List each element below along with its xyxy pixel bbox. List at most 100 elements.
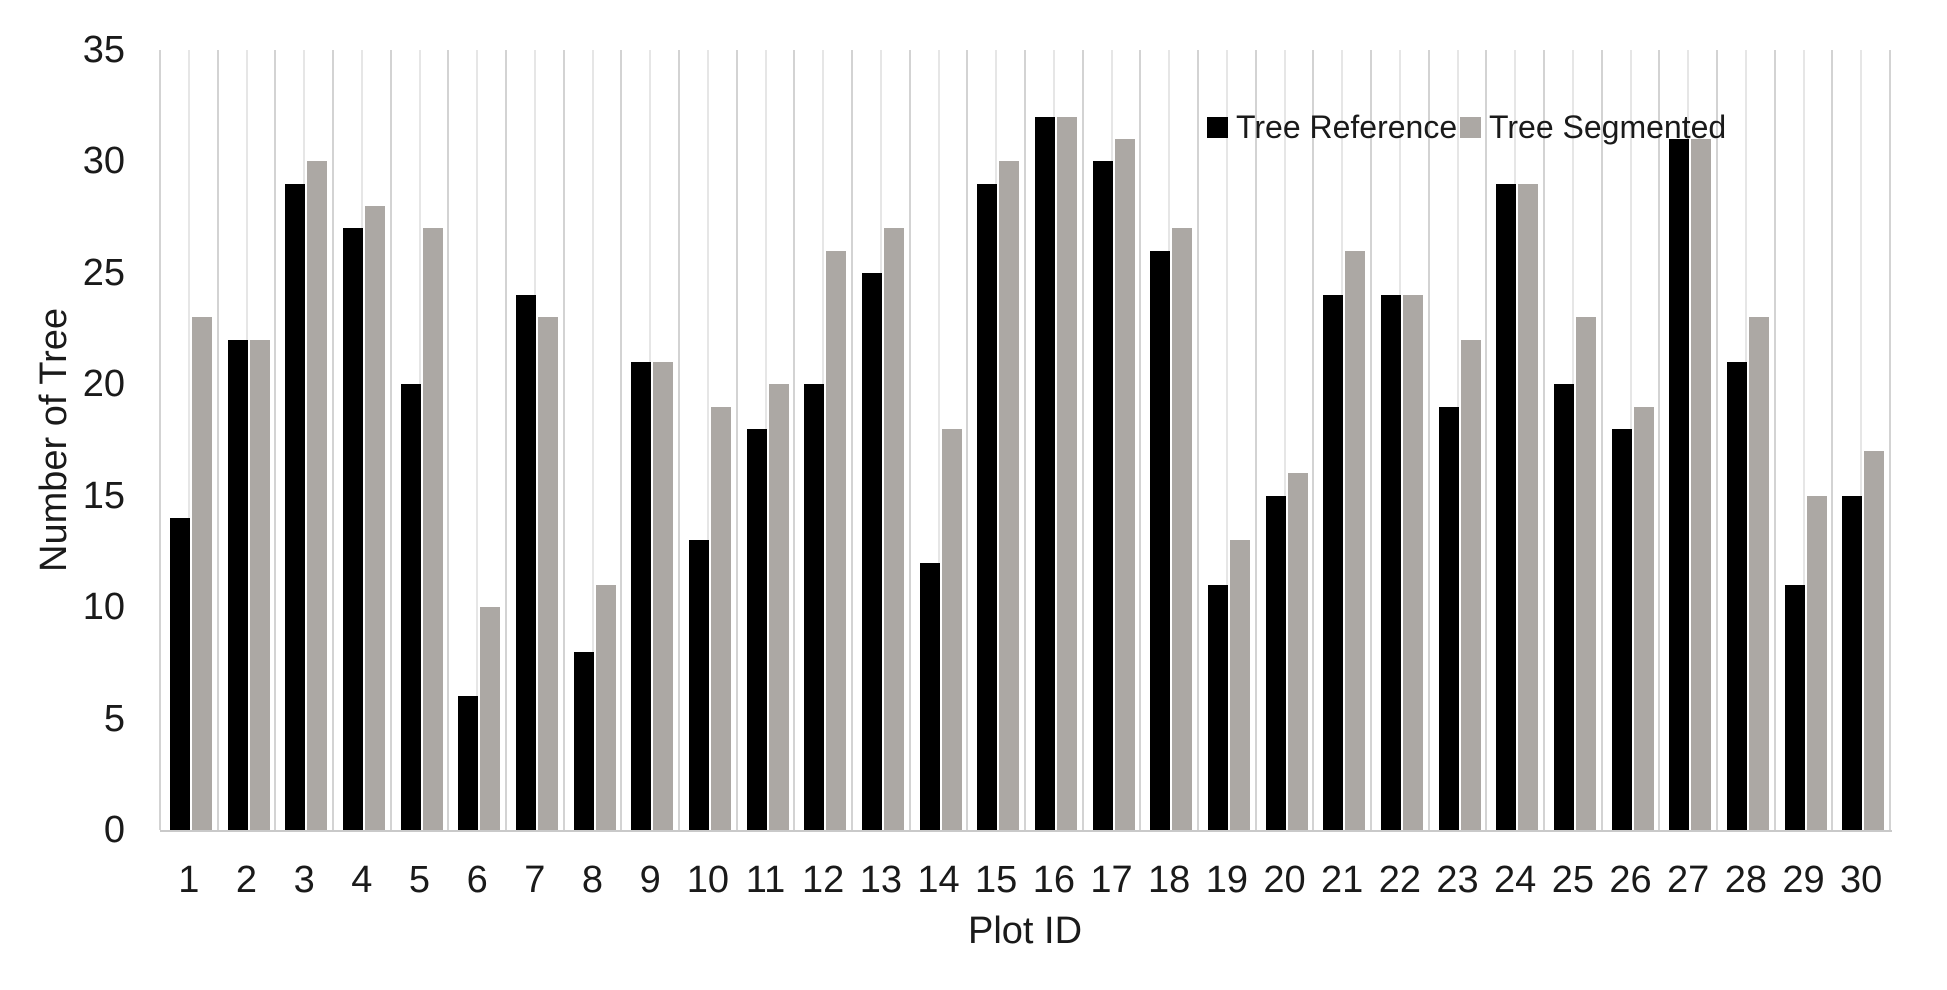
- gridline: [1370, 50, 1372, 830]
- x-tick-label-1: 1: [178, 859, 200, 901]
- bar-tree-segmented-plot-14: [941, 428, 962, 830]
- gridline: [505, 50, 507, 830]
- gridline: [591, 50, 594, 830]
- bar-tree-segmented-plot-30: [1864, 451, 1885, 830]
- bar-tree-reference-plot-1: [170, 518, 190, 830]
- gridline: [216, 50, 219, 830]
- x-tick-label-29: 29: [1782, 859, 1825, 901]
- gridline: [1773, 50, 1776, 830]
- bar-tree-reference-plot-12: [804, 384, 825, 830]
- x-tick-label-21: 21: [1321, 859, 1364, 901]
- bar-tree-reference-plot-5: [400, 384, 421, 830]
- gridline: [678, 50, 680, 830]
- x-tick-label-12: 12: [802, 859, 845, 901]
- bar-tree-reference-plot-29: [1784, 584, 1805, 830]
- x-tick-label-22: 22: [1378, 859, 1421, 901]
- bar-tree-segmented-plot-10: [711, 406, 731, 830]
- bar-tree-segmented-plot-4: [365, 206, 385, 830]
- gridline: [735, 50, 738, 830]
- bar-tree-segmented-plot-17: [1114, 139, 1135, 830]
- x-tick-label-25: 25: [1551, 859, 1594, 901]
- bar-tree-segmented-plot-21: [1345, 250, 1366, 830]
- y-tick-label-20: 20: [82, 363, 125, 406]
- bar-tree-segmented-plot-23: [1460, 339, 1481, 830]
- x-tick-label-23: 23: [1436, 859, 1479, 901]
- bar-tree-segmented-plot-22: [1403, 295, 1423, 830]
- bar-tree-reference-plot-11: [746, 428, 767, 830]
- gridline: [1802, 50, 1805, 830]
- gridline: [1543, 50, 1545, 830]
- y-tick-label-25: 25: [82, 251, 125, 294]
- gridline: [476, 50, 479, 830]
- gridline: [187, 50, 190, 830]
- plot-area: Tree Reference Tree Segmented: [159, 50, 1891, 830]
- gridline: [620, 50, 623, 830]
- gridline: [908, 50, 911, 830]
- gridline: [706, 50, 709, 830]
- bar-tree-segmented-plot-29: [1806, 495, 1827, 830]
- bar-tree-segmented-plot-12: [826, 250, 847, 830]
- legend-label: Tree Segmented: [1489, 109, 1727, 145]
- x-tick-label-5: 5: [408, 859, 431, 901]
- bar-tree-segmented-plot-5: [422, 228, 443, 830]
- bar-tree-reference-plot-9: [631, 362, 652, 830]
- legend-item-tree-reference: Tree Reference: [1207, 105, 1457, 149]
- gridline: [1081, 50, 1084, 830]
- x-tick-label-26: 26: [1609, 859, 1652, 901]
- gridline: [1831, 50, 1834, 830]
- gridline: [1485, 50, 1488, 830]
- gridline: [1024, 50, 1026, 830]
- gridline: [966, 50, 969, 830]
- gridline: [274, 50, 277, 830]
- bar-tree-reference-plot-22: [1381, 295, 1401, 830]
- y-tick-label-10: 10: [82, 586, 125, 629]
- bar-tree-segmented-plot-24: [1518, 183, 1539, 830]
- bar-tree-segmented-plot-15: [999, 161, 1020, 830]
- bar-tree-reference-plot-8: [573, 651, 594, 830]
- x-tick-label-28: 28: [1724, 859, 1767, 901]
- bar-tree-reference-plot-26: [1611, 428, 1632, 830]
- legend-label: Tree Reference: [1236, 109, 1458, 145]
- bar-tree-reference-plot-13: [862, 272, 882, 830]
- gridline: [159, 50, 161, 830]
- gridline: [1427, 50, 1430, 830]
- y-tick-label-15: 15: [82, 474, 125, 517]
- bar-tree-reference-plot-2: [227, 339, 248, 830]
- x-tick-label-13: 13: [859, 859, 902, 901]
- bar-tree-reference-plot-17: [1092, 161, 1113, 830]
- x-tick-label-7: 7: [524, 859, 546, 901]
- gridline: [389, 50, 392, 830]
- y-tick-label-0: 0: [103, 809, 125, 851]
- x-tick-label-18: 18: [1148, 859, 1191, 901]
- bar-tree-reference-plot-7: [516, 295, 536, 830]
- bar-tree-segmented-plot-28: [1749, 317, 1769, 830]
- bar-tree-segmented-plot-27: [1691, 139, 1712, 830]
- gridline: [1254, 50, 1257, 830]
- bar-tree-reference-plot-16: [1035, 116, 1055, 830]
- bar-tree-segmented-plot-1: [192, 317, 212, 830]
- x-tick-label-9: 9: [639, 859, 661, 901]
- bar-tree-reference-plot-15: [977, 183, 998, 830]
- x-tick-label-24: 24: [1494, 859, 1537, 901]
- x-tick-label-6: 6: [466, 859, 488, 901]
- y-tick-label-30: 30: [82, 140, 125, 183]
- x-tick-label-16: 16: [1032, 859, 1075, 901]
- bar-tree-reference-plot-10: [689, 540, 709, 830]
- bar-tree-reference-plot-28: [1727, 362, 1747, 830]
- x-tick-label-19: 19: [1205, 859, 1248, 901]
- x-tick-label-10: 10: [686, 859, 729, 901]
- bar-tree-reference-plot-3: [285, 183, 306, 830]
- x-tick-label-8: 8: [581, 859, 604, 901]
- x-tick-label-3: 3: [293, 859, 315, 901]
- legend-item-tree-segmented: Tree Segmented: [1460, 105, 1726, 149]
- x-tick-label-4: 4: [351, 859, 373, 901]
- bar-tree-reference-plot-6: [458, 696, 479, 830]
- bar-tree-segmented-plot-8: [595, 584, 616, 830]
- gridline: [1139, 50, 1142, 830]
- bar-tree-segmented-plot-13: [884, 228, 904, 830]
- gridline: [1889, 50, 1891, 830]
- bar-tree-reference-plot-23: [1438, 406, 1459, 830]
- gridline: [1658, 50, 1661, 830]
- gridline: [447, 50, 450, 830]
- bar-tree-reference-plot-20: [1265, 495, 1286, 830]
